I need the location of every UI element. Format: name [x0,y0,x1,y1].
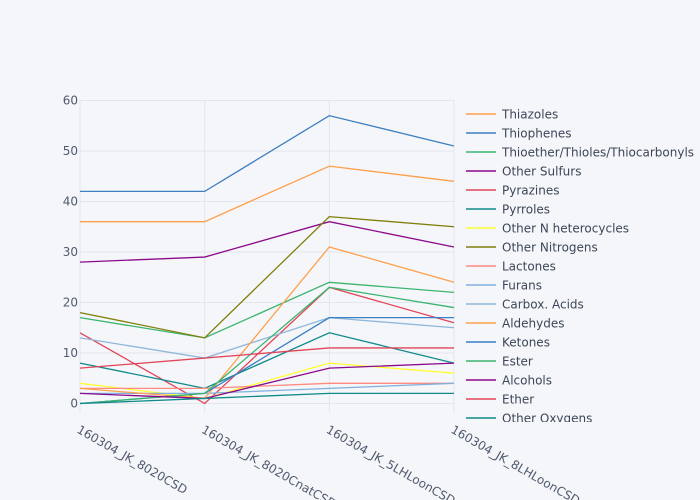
y-tick-label: 40 [63,195,78,209]
legend-label: Ether [502,393,534,407]
legend-item[interactable]: Pyrazines [466,184,560,198]
legend-item[interactable]: Other Oxygens [466,412,592,426]
series-line-lactones[interactable] [80,382,454,390]
legend-label: Alcohols [502,374,552,388]
legend-label: Other Nitrogens [502,241,598,255]
legend-item[interactable]: Aldehydes [466,317,565,331]
series-line-thiophenes[interactable] [80,114,455,193]
legend-item[interactable]: Thiazoles [466,108,558,122]
legend-item[interactable]: Thioether/Thioles/Thiocarbonyls [466,146,694,160]
x-axis: 160304_JK_8020CSD 160304_JK_8020CnatCSD16… [75,422,583,500]
series-line-other-sulfurs[interactable] [79,221,455,263]
x-tick-label: 160304_JK_5LHLoonCSD [324,422,458,500]
y-axis: 0 10 20 30 40 50 60 [63,94,78,411]
legend-label: Furans [502,279,542,293]
legend-item[interactable]: Pyrroles [466,203,550,217]
legend-label: Thioether/Thioles/Thiocarbonyls [501,146,694,160]
legend-label: Carbox. Acids [502,298,584,312]
legend-label: Thiazoles [501,108,558,122]
series-line-carbox-acids[interactable] [79,316,455,359]
x-tick-label: 160304_JK_8020CSD [75,422,190,497]
y-tick-label: 60 [63,94,78,108]
legend-label: Lactones [502,260,556,274]
legend-label: Ester [502,355,533,369]
legend-item[interactable]: Other Nitrogens [466,241,598,255]
series-line-ester[interactable] [79,286,455,405]
legend-item[interactable]: Ester [466,355,533,369]
x-tick-label: 160304_JK_8020CnatCSD [199,422,339,500]
legend-item[interactable]: Carbox. Acids [466,298,584,312]
legend-label: Other Oxygens [502,412,592,426]
gridlines [79,100,455,413]
legend: Thiazoles Thiophenes Thioether/Thioles/Thi… [466,108,694,426]
legend-label: Pyrazines [502,184,560,198]
legend-item[interactable]: Ether [466,393,534,407]
y-tick-label: 50 [63,144,78,158]
series-line-thioether-thioles-thiocarbonyls[interactable] [79,281,455,339]
legend-label: Other N heterocycles [502,222,629,236]
legend-label: Other Sulfurs [502,165,581,179]
series-line-alcohols[interactable] [79,362,455,400]
legend-item[interactable]: Lactones [466,260,556,274]
legend-item[interactable]: Other Sulfurs [466,165,581,179]
legend-item[interactable]: Ketones [466,336,550,350]
y-tick-label: 10 [63,346,78,360]
series-line-thiazoles[interactable] [80,165,455,223]
legend-item[interactable]: Furans [466,279,542,293]
series-line-aldehydes[interactable] [79,246,455,400]
series-line-pyrazines[interactable] [79,286,455,405]
legend-item[interactable]: Alcohols [466,374,552,388]
legend-label: Thiophenes [501,127,571,141]
y-tick-label: 0 [70,397,78,411]
legend-label: Aldehydes [502,317,565,331]
series-line-other-nitrogens[interactable] [79,215,455,339]
series-line-ether[interactable] [79,347,454,369]
legend-label: Pyrroles [502,203,550,217]
legend-item[interactable]: Other N heterocycles [466,222,629,236]
legend-item[interactable]: Thiophenes [466,127,571,141]
series-line-other-oxygens[interactable] [79,392,454,405]
x-tick-label: 160304_JK_8LHLoonCSD [449,422,583,500]
plot-area [79,114,455,405]
y-tick-label: 20 [63,296,78,310]
legend-label: Ketones [502,336,550,350]
series-line-other-n-heterocycles[interactable] [79,362,455,400]
y-tick-label: 30 [63,245,78,259]
